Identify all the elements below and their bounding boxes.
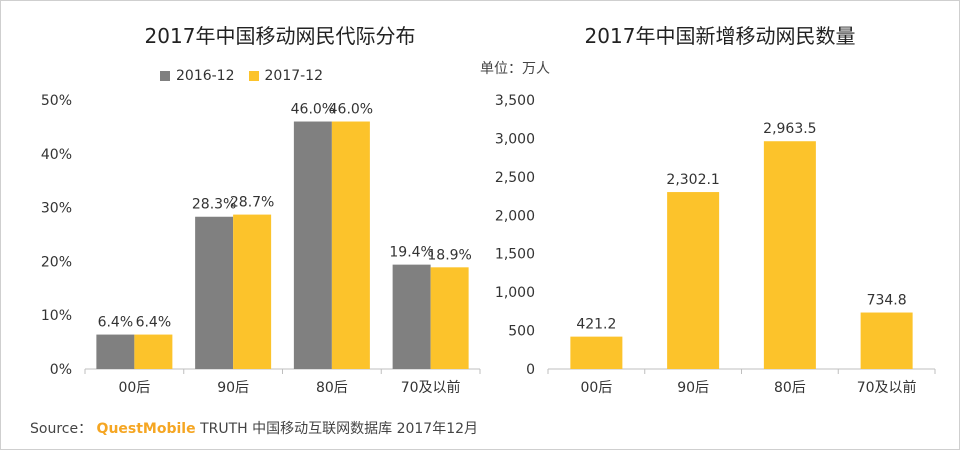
chart0-series1-bar-0 — [134, 334, 173, 369]
chart1-ytick-7: 3,500 — [495, 93, 535, 109]
chart1-series0-data-label-0: 421.2 — [576, 317, 616, 333]
chart0-ytick-4: 40% — [41, 147, 72, 163]
chart0-category-label-2: 80后 — [316, 380, 348, 396]
chart0-series1-data-label-1: 28.7% — [230, 195, 274, 211]
chart1-category-label-0: 00后 — [580, 380, 612, 396]
legend-label-2017: 2017-12 — [264, 68, 324, 84]
source-line: Source： QuestMobile TRUTH 中国移动互联网数据库 201… — [30, 418, 478, 438]
right-chart-unit: 单位：万人 — [480, 61, 550, 77]
left-chart-legend: 2016-12 2017-12 — [160, 68, 337, 84]
chart0-series0-data-label-3: 19.4% — [389, 245, 433, 261]
legend-swatch-2017 — [248, 71, 259, 81]
chart0-series0-bar-1 — [195, 216, 234, 369]
chart1-series0-bar-1 — [667, 192, 720, 369]
chart1-series0-bar-2 — [763, 141, 816, 369]
chart0-series0-bar-2 — [293, 121, 332, 370]
chart0-ytick-1: 10% — [41, 308, 72, 324]
chart1-ytick-3: 1,500 — [495, 247, 535, 263]
chart1-category-label-1: 90后 — [677, 380, 709, 396]
legend-label-2016: 2016-12 — [176, 68, 235, 84]
chart0-series1-bar-3 — [430, 267, 469, 369]
legend-item-2017: 2017-12 — [248, 68, 324, 84]
chart0-category-label-3: 70及以前 — [401, 379, 461, 396]
right-chart-title: 2017年中国新增移动网民数量 — [584, 24, 856, 48]
chart1-ytick-4: 2,000 — [495, 208, 535, 224]
chart0-series1-data-label-0: 6.4% — [136, 315, 172, 331]
chart1-series0-bar-0 — [570, 336, 623, 369]
chart0-category-label-1: 90后 — [217, 380, 249, 396]
chart0-series0-bar-3 — [392, 264, 431, 369]
chart0-ytick-2: 20% — [41, 254, 72, 270]
source-prefix: Source： — [30, 421, 93, 437]
source-text: TRUTH 中国移动互联网数据库 2017年12月 — [200, 421, 479, 437]
chart1-series0-data-label-3: 734.8 — [867, 293, 907, 309]
chart0-series1-bar-2 — [331, 121, 370, 370]
chart1-series0-bar-3 — [860, 312, 913, 369]
chart1-ytick-6: 3,000 — [495, 131, 535, 147]
chart0-series0-data-label-0: 6.4% — [98, 315, 134, 331]
chart1-ytick-5: 2,500 — [495, 170, 535, 186]
chart0-series1-data-label-2: 46.0% — [329, 102, 373, 118]
chart0-series0-bar-0 — [96, 334, 135, 369]
chart0-series0-data-label-2: 46.0% — [291, 102, 335, 118]
chart1-series0-data-label-1: 2,302.1 — [666, 172, 719, 188]
chart1-ytick-2: 1,000 — [495, 285, 535, 301]
chart0-category-label-0: 00后 — [118, 380, 150, 396]
legend-item-2016: 2016-12 — [160, 68, 235, 84]
chart0-series1-bar-1 — [233, 214, 272, 369]
chart0-series1-data-label-3: 18.9% — [427, 247, 471, 263]
chart1-category-label-2: 80后 — [774, 380, 806, 396]
legend-swatch-2016 — [160, 71, 170, 81]
chart0-ytick-0: 0% — [50, 362, 72, 378]
chart0-series0-data-label-1: 28.3% — [192, 197, 236, 213]
source-brand: QuestMobile — [96, 421, 196, 437]
left-chart-title: 2017年中国移动网民代际分布 — [144, 24, 416, 48]
chart1-series0-data-label-2: 2,963.5 — [763, 121, 816, 137]
chart1-ytick-0: 0 — [526, 362, 535, 378]
chart0-ytick-5: 50% — [41, 93, 72, 109]
chart0-ytick-3: 30% — [41, 201, 72, 217]
chart1-ytick-1: 500 — [508, 324, 535, 340]
chart1-category-label-3: 70及以前 — [857, 379, 917, 396]
